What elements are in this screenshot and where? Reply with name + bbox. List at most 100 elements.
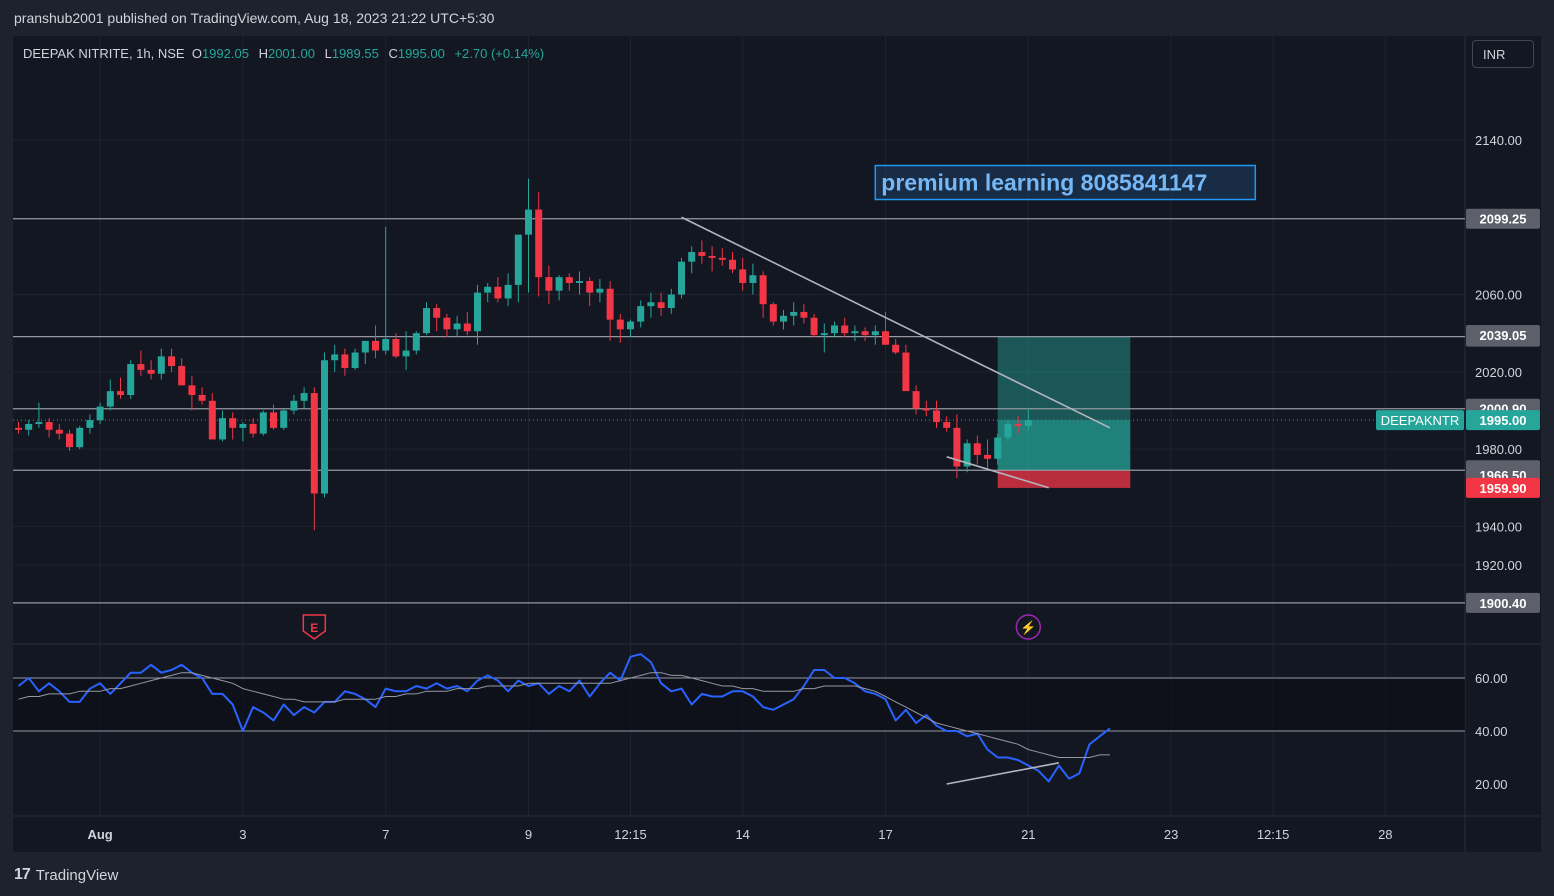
candle-body [117,391,124,395]
candle-body [800,311,808,318]
candle-body [525,209,532,235]
earnings-icon [302,614,327,640]
annotation-box [874,164,1257,201]
candle-body [392,338,400,357]
candle-body [127,364,135,395]
symbol-legend: DEEPAK NITRITE, 1h, NSE O1992.05 H2001.0… [23,46,550,61]
candle-body [66,433,73,448]
candle-body [239,423,247,428]
price-tag-bg [1466,325,1540,346]
symbol-name[interactable]: DEEPAK NITRITE, 1h, NSE [23,46,185,61]
candle-body [565,277,573,283]
candle-body [1024,420,1032,426]
candle-body [443,317,451,330]
currency-button[interactable]: INR [1472,40,1534,68]
time-tick-label: 12:15 [1257,827,1290,842]
change-value: +2.70 (+0.14%) [454,46,545,61]
time-tick-label: 3 [239,827,246,842]
close-value: 1995.00 [397,46,445,61]
symbol-tag: DEEPAKNTR [1381,413,1460,428]
candle-body [76,427,84,448]
candle-body [698,252,706,256]
dividend-glyph: ⚡ [1020,620,1036,636]
high-value: 2001.00 [267,46,315,61]
time-tick-label: Aug [87,827,112,842]
candle-body [300,393,308,401]
level-price-tag: 2099.25 [1480,212,1527,227]
candle-body [1014,423,1022,426]
candle-body [739,269,747,283]
dividend-icon [1015,614,1042,640]
candle-body [820,333,828,336]
last-price-tag: 1995.00 [1480,413,1527,428]
candle-body [657,302,665,309]
level-price-tag: 1900.40 [1480,596,1527,611]
rsi-tick-label: 20.00 [1475,777,1508,792]
candle-body [198,395,206,401]
candle-body [168,356,175,367]
candle-body [596,288,604,293]
level-price-tag-bg [1466,208,1540,229]
open-label: O [191,46,202,61]
candle-body [902,352,910,392]
candle-body [535,209,543,278]
price-tick-label: 1980.00 [1475,442,1522,457]
chart-area[interactable]: premium learning 8085841147 E ⚡ 2140.00 2060… [13,36,1541,852]
candle-body [790,311,798,316]
candle-body [55,429,63,434]
candle-body [96,406,104,421]
candle-body [708,255,716,258]
candle-body [86,420,94,428]
last-price-tag-bg [1466,410,1540,431]
candle-body [147,369,155,374]
candle-body [729,259,736,270]
position-stop-zone [997,470,1131,488]
close-label: C [388,46,398,61]
symbol-tag-bg [1376,410,1464,431]
rsi-tick-label: 40.00 [1475,724,1508,739]
candle-body [627,321,634,330]
candle-body [851,331,859,334]
footer-bar: 17 TradingView [0,852,1554,896]
candle-body [504,284,512,299]
time-tick-label: 7 [382,827,389,842]
candle-body [922,408,930,411]
tradingview-logo[interactable]: 17 TradingView [14,866,118,884]
candle-body [382,338,390,351]
candle-body [514,234,522,285]
candle-body [188,385,196,395]
candle-body [912,391,920,409]
tradingview-brand: TradingView [35,866,119,884]
candle-body [759,275,767,305]
candle-body [157,356,165,374]
price-tag-bg [1466,477,1540,498]
tradingview-icon: 17 [14,866,31,883]
price-tag: 1959.90 [1480,481,1527,496]
candle-body [586,281,594,293]
candle-body [259,412,267,434]
candle-body [963,443,971,467]
publisher-info: pranshub2001 published on TradingView.co… [14,10,495,26]
time-tick-label: 9 [525,827,532,842]
rsi-line [17,653,1111,783]
candle-body [412,333,420,351]
open-value: 1992.05 [201,46,249,61]
candle-body [810,317,818,336]
candle-body [892,344,900,353]
candles [15,178,1032,531]
time-tick-label: 21 [1021,827,1035,842]
candle-body [555,277,563,291]
price-tick-label: 2140.00 [1475,133,1522,148]
trendline [681,216,1111,429]
time-tick-label: 14 [735,827,749,842]
candle-body [943,422,951,428]
time-tick-label: 28 [1378,827,1392,842]
candle-body [667,294,675,309]
candle-body [290,400,298,411]
candle-body [453,323,461,330]
candle-body [178,366,186,386]
candle-body [994,437,1002,459]
candle-body [749,275,757,283]
candle-body [219,418,226,440]
